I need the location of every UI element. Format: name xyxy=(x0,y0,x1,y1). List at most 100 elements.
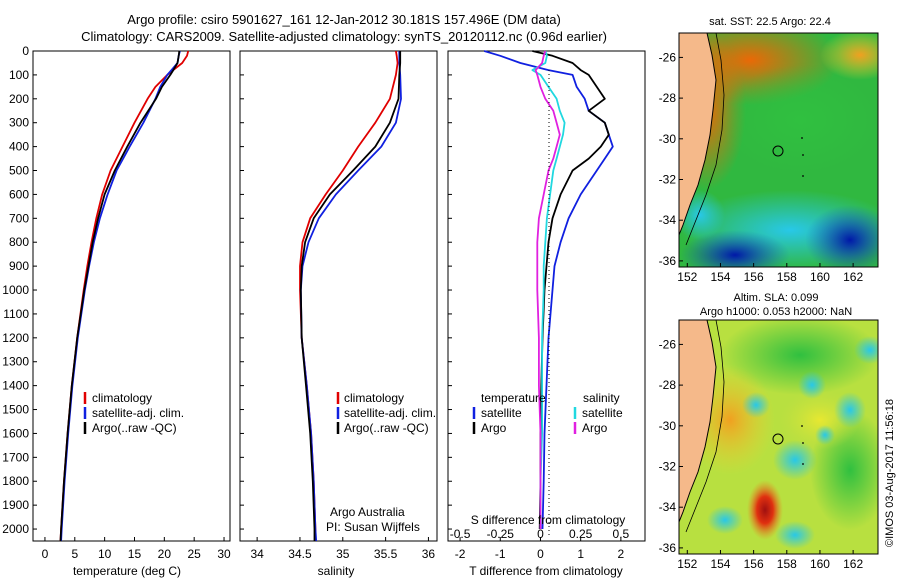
figure-title-line2: Climatology: CARS2009. Satellite-adjuste… xyxy=(81,29,607,44)
depth-tick-label: 1400 xyxy=(2,379,29,393)
legend-label-s-argo: Argo xyxy=(582,421,608,435)
salinity-x-tick-label: 34 xyxy=(250,547,264,561)
temperature-panel-frame xyxy=(32,50,231,542)
sla-map-title: Altim. SLA: 0.099 xyxy=(734,292,819,304)
depth-tick-label: 500 xyxy=(9,164,29,178)
depth-tick-label: 1300 xyxy=(2,355,29,369)
sla-map-frame xyxy=(678,319,879,555)
sla-cool-eddy xyxy=(798,371,826,399)
lon-tick-label: 158 xyxy=(777,270,797,284)
s-difference-tick-label: -0.25 xyxy=(487,527,515,541)
sst-cold-patch xyxy=(680,230,790,267)
sla-cool-eddy xyxy=(742,392,770,418)
depth-tick-label: 1000 xyxy=(2,283,29,297)
depth-tick-label: 1700 xyxy=(2,450,29,464)
s-difference-x-label: S difference from climatology xyxy=(471,513,626,527)
temperature-series xyxy=(59,50,190,542)
lon-tick-label: 162 xyxy=(843,270,863,284)
difference-x-tick-label: -1 xyxy=(495,547,506,561)
figure-title-line1: Argo profile: csiro 5901627_161 12-Jan-2… xyxy=(127,12,561,27)
series-line-satellite-adj-clim- xyxy=(299,51,402,542)
lat-tick-label: -26 xyxy=(659,337,677,351)
series-line-argo-raw-qc- xyxy=(299,51,402,541)
salinity-legend: climatology satellite-adj. clim. Argo(..… xyxy=(336,391,436,435)
argo-float-marker xyxy=(772,145,784,157)
legend-label-satellite: satellite-adj. clim. xyxy=(344,406,436,420)
depth-tick-label: 900 xyxy=(9,259,29,273)
lat-tick-label: -28 xyxy=(659,91,677,105)
lat-tick-label: -30 xyxy=(659,419,677,433)
temperature-x-tick-label: 20 xyxy=(158,547,172,561)
sla-cool-eddy xyxy=(854,336,878,364)
sla-coastline xyxy=(679,320,717,523)
sst-contour xyxy=(685,33,725,246)
series-line-climatology xyxy=(59,50,190,542)
salinity-axis-ticks: 34 34.5 35 35.5 36 xyxy=(250,537,435,561)
sst-map-axis-ticks: 152 154 156 158 160 162 -26 -28 -30 -32 -34 -36 xyxy=(659,50,864,284)
sla-cool-eddy xyxy=(707,506,743,534)
temperature-x-tick-label: 5 xyxy=(71,547,78,561)
sst-warm-patch xyxy=(820,33,878,80)
lon-tick-label: 152 xyxy=(677,557,697,571)
temperature-x-tick-label: 15 xyxy=(128,547,142,561)
temperature-x-tick-label: 25 xyxy=(188,547,202,561)
sla-map-subtitle: Argo h1000: 0.053 h2000: NaN xyxy=(700,306,852,318)
temperature-legend: climatology satellite-adj. clim. Argo(..… xyxy=(83,391,184,435)
temperature-x-label: temperature (deg C) xyxy=(73,564,181,578)
depth-tick-label: 1200 xyxy=(2,331,29,345)
difference-panel-frame xyxy=(447,50,646,542)
depth-tick-label: 2000 xyxy=(2,522,29,536)
sst-map-title: sat. SST: 22.5 Argo: 22.4 xyxy=(709,16,831,28)
sla-contour xyxy=(685,320,725,533)
legend-label-climatology: climatology xyxy=(344,391,404,405)
legend-title-temperature: temperature xyxy=(481,391,546,405)
s-difference-tick-label: -0.5 xyxy=(450,527,471,541)
argo-australia-label: Argo Australia xyxy=(330,505,405,519)
imos-credit: ©IMOS 03-Aug-2017 11:56:18 xyxy=(884,399,896,547)
lon-tick-label: 156 xyxy=(744,270,764,284)
difference-axis-ticks: -2 -1 0 1 2 -0.5 -0.25 0 0.25 0.5 xyxy=(450,527,630,561)
lat-tick-label: -28 xyxy=(659,378,677,392)
difference-x-tick-label: 1 xyxy=(577,547,584,561)
sla-map-axis-ticks: 152 154 156 158 160 162 -26 -28 -30 -32 -34 -36 xyxy=(659,337,864,571)
sst-coastline xyxy=(679,33,717,236)
salinity-panel-frame xyxy=(239,50,438,542)
lon-tick-label: 152 xyxy=(677,270,697,284)
legend-label-t-argo: Argo xyxy=(481,421,507,435)
sla-cool-eddy xyxy=(775,521,815,549)
sla-cool-eddy xyxy=(773,440,817,480)
sst-land xyxy=(679,33,716,235)
lon-tick-label: 162 xyxy=(843,557,863,571)
depth-tick-label: 1600 xyxy=(2,426,29,440)
depth-tick-label: 700 xyxy=(9,211,29,225)
argo-track-dot xyxy=(802,442,804,444)
lon-tick-label: 158 xyxy=(777,557,797,571)
salinity-x-tick-label: 35 xyxy=(336,547,350,561)
lat-tick-label: -30 xyxy=(659,132,677,146)
temperature-x-tick-label: 10 xyxy=(98,547,112,561)
salinity-x-tick-label: 35.5 xyxy=(374,547,398,561)
depth-tick-label: 1800 xyxy=(2,474,29,488)
difference-series xyxy=(483,50,614,530)
difference-x-tick-label: 0 xyxy=(537,547,544,561)
temperature-x-tick-label: 0 xyxy=(42,547,49,561)
depth-tick-label: 800 xyxy=(9,235,29,249)
sla-cool-eddy xyxy=(834,392,866,428)
series-line-satellite xyxy=(483,50,614,530)
sla-map xyxy=(679,320,878,554)
t-difference-x-label: T difference from climatology xyxy=(469,564,623,578)
legend-label-argo: Argo(..raw -QC) xyxy=(344,421,429,435)
legend-label-satellite: satellite-adj. clim. xyxy=(92,406,184,420)
sst-green-core xyxy=(720,65,878,175)
lat-tick-label: -26 xyxy=(659,50,677,64)
temperature-axis-ticks: 0 5 10 15 20 25 30 xyxy=(42,537,231,561)
lon-tick-label: 154 xyxy=(710,270,730,284)
lat-tick-label: -32 xyxy=(659,460,677,474)
lat-tick-label: -32 xyxy=(659,173,677,187)
argo-track-dot xyxy=(801,137,803,139)
lon-tick-label: 160 xyxy=(810,270,830,284)
series-line-argo-raw-qc- xyxy=(59,50,181,542)
salinity-x-label: salinity xyxy=(318,564,355,578)
depth-tick-label: 100 xyxy=(9,68,29,82)
